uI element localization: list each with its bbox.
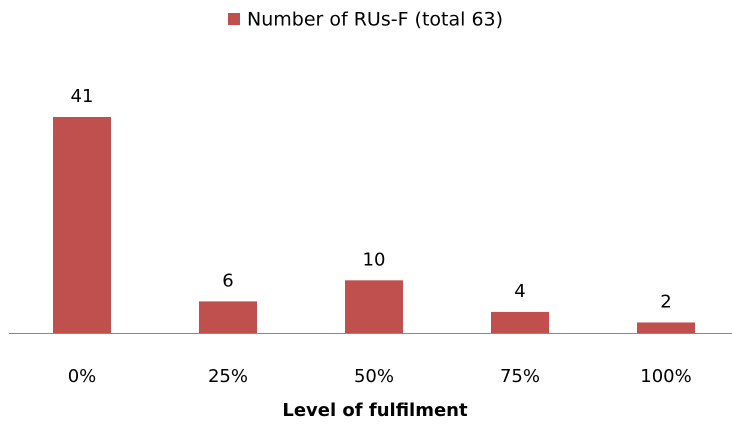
- data-label: 6: [222, 270, 233, 291]
- data-label: 41: [71, 86, 94, 107]
- bar: [345, 280, 403, 333]
- data-label: 10: [363, 249, 386, 270]
- legend-swatch: [228, 13, 240, 25]
- bar: [491, 311, 549, 333]
- x-tick-label: 75%: [500, 366, 540, 387]
- bar: [53, 117, 111, 333]
- x-axis-title: Level of fulfilment: [282, 400, 468, 421]
- x-tick-label: 0%: [68, 366, 97, 387]
- x-tick-label: 25%: [208, 366, 248, 387]
- bar: [637, 322, 695, 333]
- bar: [199, 301, 257, 333]
- x-tick-label: 100%: [640, 366, 691, 387]
- data-label: 2: [660, 291, 671, 312]
- x-tick-label: 50%: [354, 366, 394, 387]
- legend-label: Number of RUs-F (total 63): [247, 9, 503, 31]
- data-label: 4: [514, 281, 525, 302]
